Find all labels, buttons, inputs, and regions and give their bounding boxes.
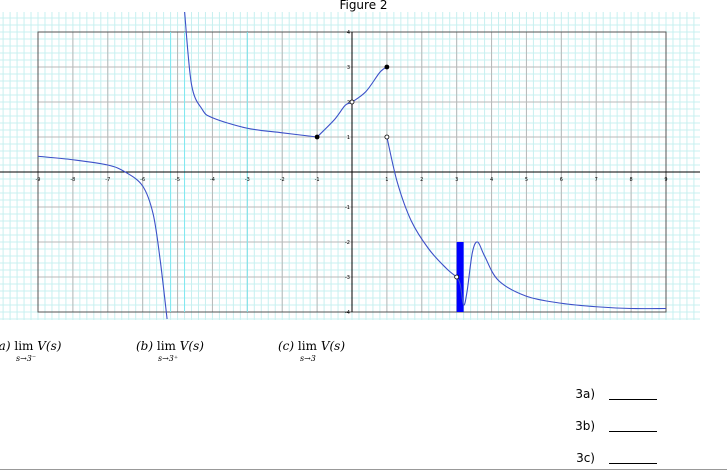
- x-tick-label: 8: [630, 177, 633, 183]
- limit-c-func: V(s): [320, 339, 345, 353]
- limit-a-sub: s→3⁻: [16, 354, 37, 363]
- y-tick-label: -3: [345, 275, 350, 281]
- open-point: [384, 134, 390, 140]
- x-tick-label: 5: [525, 177, 528, 183]
- limit-c-sub: s→3: [300, 354, 316, 363]
- x-tick-label: 9: [664, 177, 667, 183]
- curve-segment-4: [386, 136, 458, 278]
- x-tick-label: 3: [455, 177, 458, 183]
- answer-row-3a: 3a): [575, 378, 657, 410]
- curve-segment-1: [37, 155, 168, 320]
- open-point: [349, 99, 355, 105]
- x-tick-label: 2: [420, 177, 423, 183]
- limit-c: (c) lim V(s) s→3: [278, 339, 345, 363]
- limit-b: (b) lim V(s) s→3⁺: [136, 339, 204, 363]
- answer-list: 3a) 3b) 3c): [575, 378, 657, 474]
- x-tick-label: 1: [385, 177, 388, 183]
- open-point: [454, 274, 460, 280]
- y-tick-label: 3: [347, 65, 350, 71]
- closed-point: [384, 64, 390, 70]
- limit-b-sub: s→3⁺: [158, 354, 179, 363]
- y-tick-label: -1: [345, 205, 350, 211]
- x-tick-label: -7: [105, 177, 110, 183]
- figure-title: Figure 2: [339, 0, 388, 12]
- curve-segment-5: [456, 241, 667, 310]
- answer-blank-3c[interactable]: [609, 462, 657, 464]
- x-tick-label: -5: [175, 177, 180, 183]
- x-tick-label: 7: [595, 177, 598, 183]
- y-tick-label: 4: [347, 30, 350, 36]
- x-tick-label: -8: [70, 177, 75, 183]
- x-tick-label: -2: [280, 177, 285, 183]
- y-tick-label: -4: [345, 310, 350, 316]
- x-tick-label: -4: [210, 177, 215, 183]
- answer-row-3b: 3b): [575, 410, 657, 442]
- limit-b-prefix: (b): [136, 339, 154, 353]
- answer-label-3a: 3a): [575, 387, 595, 401]
- limit-a-prefix: (a): [0, 339, 11, 353]
- answer-label-3c: 3c): [576, 451, 595, 465]
- answer-row-3c: 3c): [575, 442, 657, 474]
- x-tick-label: -3: [245, 177, 250, 183]
- answer-label-3b: 3b): [575, 419, 595, 433]
- limit-b-lim: lim: [156, 339, 176, 353]
- limit-a-func: V(s): [37, 339, 62, 353]
- x-tick-label: -9: [36, 177, 41, 183]
- x-tick-label: -6: [140, 177, 145, 183]
- answer-blank-3b[interactable]: [609, 430, 657, 432]
- curve-segment-2: [184, 12, 318, 138]
- y-tick-label: -2: [345, 240, 350, 246]
- limit-c-prefix: (c): [278, 339, 295, 353]
- x-tick-label: 4: [490, 177, 493, 183]
- closed-point: [314, 134, 320, 140]
- limit-c-lim: lim: [297, 339, 317, 353]
- x-tick-label: 6: [560, 177, 563, 183]
- limit-a-lim: lim: [14, 339, 34, 353]
- highlight-band: [456, 242, 464, 312]
- limit-a: (a) lim V(s) s→3⁻: [0, 339, 62, 363]
- bottom-divider: [0, 469, 727, 470]
- y-tick-label: 1: [347, 135, 350, 141]
- x-tick-label: -1: [315, 177, 320, 183]
- answer-blank-3a[interactable]: [609, 398, 657, 400]
- limit-b-func: V(s): [179, 339, 204, 353]
